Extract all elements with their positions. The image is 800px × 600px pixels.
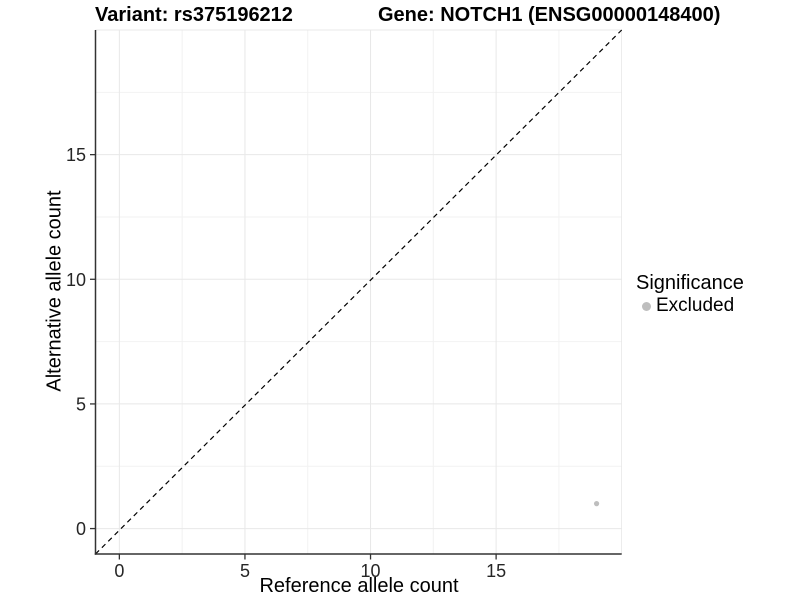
legend: Significance Excluded (636, 272, 744, 317)
x-tick-label: 5 (240, 561, 250, 581)
identity-dashed-line (95, 29, 622, 555)
plot-title-gene: Gene: NOTCH1 (ENSG00000148400) (378, 4, 721, 26)
plot-panel: 0 5 10 15 0 5 10 15 (66, 29, 622, 581)
x-tick-label: 0 (114, 561, 124, 581)
y-tick-label: 10 (66, 270, 86, 290)
x-axis-title: Reference allele count (259, 575, 459, 597)
y-tick-label: 5 (76, 394, 86, 414)
legend-item-excluded: Excluded (636, 295, 744, 317)
y-tick-label: 0 (76, 519, 86, 539)
legend-key (636, 301, 656, 311)
y-tick-label: 15 (66, 145, 86, 165)
excluded-point-icon (641, 301, 651, 311)
legend-title: Significance (636, 272, 744, 294)
x-tick-label: 15 (486, 561, 506, 581)
x-tick-label: 10 (361, 561, 381, 581)
data-point (593, 501, 600, 507)
legend-item-label: Excluded (656, 295, 735, 316)
plot-title-variant: Variant: rs375196212 (95, 4, 293, 26)
